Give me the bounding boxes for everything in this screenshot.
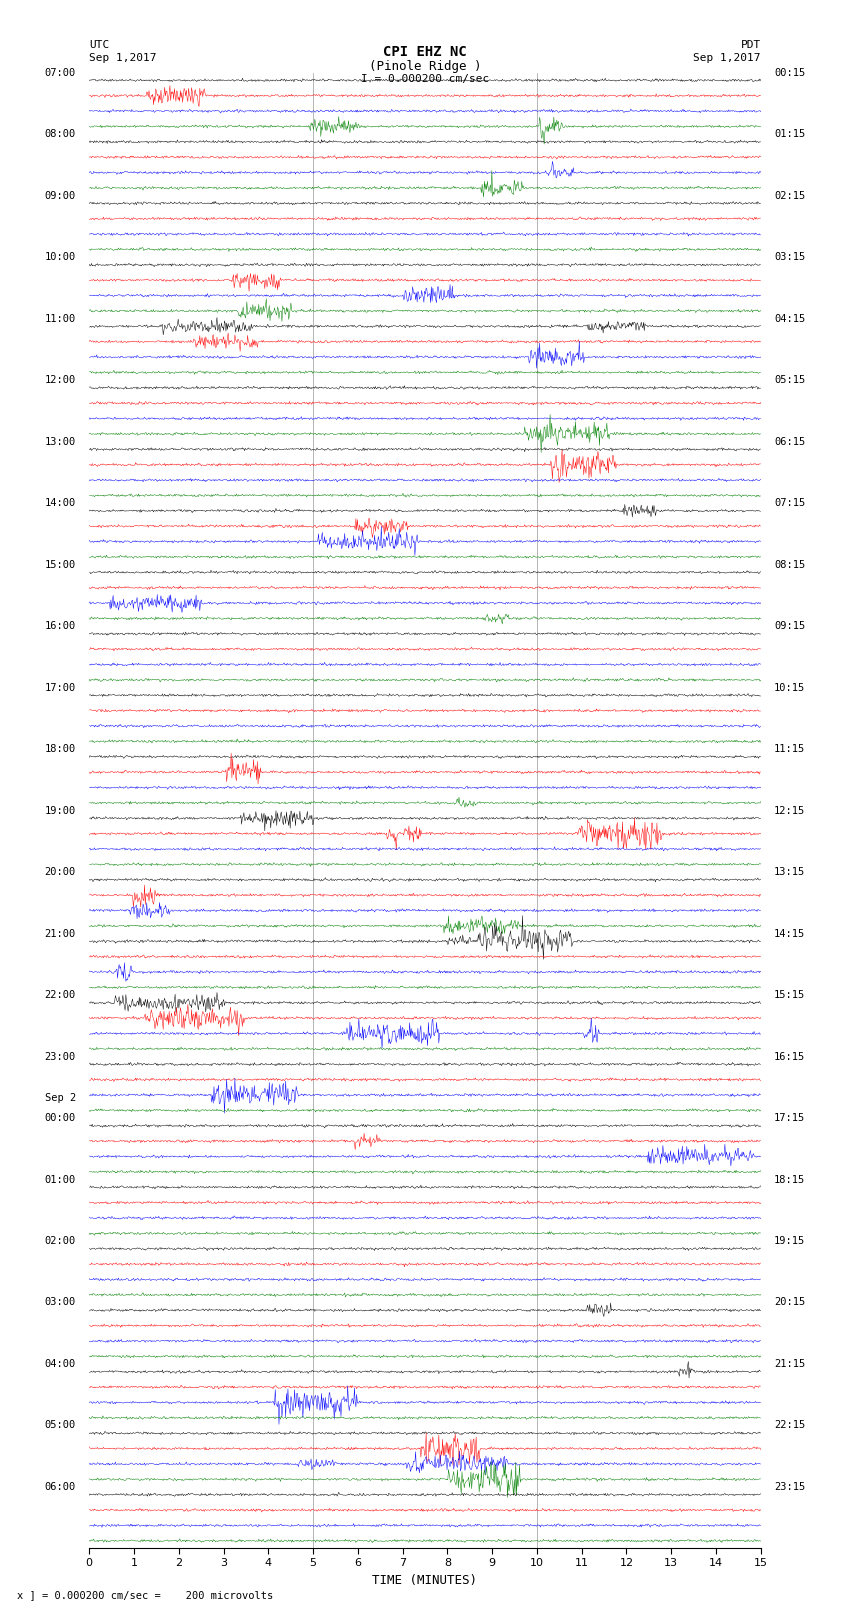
Text: 16:15: 16:15 [774,1052,806,1061]
Text: 04:15: 04:15 [774,313,806,324]
Text: 04:00: 04:00 [44,1360,76,1369]
Text: 03:15: 03:15 [774,252,806,261]
Text: 17:15: 17:15 [774,1113,806,1123]
Text: 06:15: 06:15 [774,437,806,447]
Text: 22:00: 22:00 [44,990,76,1000]
Text: Sep 2: Sep 2 [44,1092,76,1103]
Text: 03:00: 03:00 [44,1297,76,1308]
Text: 21:00: 21:00 [44,929,76,939]
Text: 07:00: 07:00 [44,68,76,77]
Text: 10:15: 10:15 [774,682,806,692]
Text: 14:15: 14:15 [774,929,806,939]
Text: 15:00: 15:00 [44,560,76,569]
Text: CPI EHZ NC: CPI EHZ NC [383,45,467,60]
Text: 11:15: 11:15 [774,744,806,753]
Text: 08:00: 08:00 [44,129,76,139]
X-axis label: TIME (MINUTES): TIME (MINUTES) [372,1574,478,1587]
Text: 20:00: 20:00 [44,868,76,877]
Text: (Pinole Ridge ): (Pinole Ridge ) [369,60,481,73]
Text: UTC: UTC [89,40,110,50]
Text: 08:15: 08:15 [774,560,806,569]
Text: 12:15: 12:15 [774,805,806,816]
Text: I = 0.000200 cm/sec: I = 0.000200 cm/sec [361,74,489,84]
Text: 06:00: 06:00 [44,1482,76,1492]
Text: 10:00: 10:00 [44,252,76,261]
Text: 02:00: 02:00 [44,1236,76,1245]
Text: Sep 1,2017: Sep 1,2017 [89,53,156,63]
Text: Sep 1,2017: Sep 1,2017 [694,53,761,63]
Text: 23:00: 23:00 [44,1052,76,1061]
Text: 09:00: 09:00 [44,190,76,200]
Text: 02:15: 02:15 [774,190,806,200]
Text: 14:00: 14:00 [44,498,76,508]
Text: 19:15: 19:15 [774,1236,806,1245]
Text: 15:15: 15:15 [774,990,806,1000]
Text: 20:15: 20:15 [774,1297,806,1308]
Text: 09:15: 09:15 [774,621,806,631]
Text: 05:15: 05:15 [774,376,806,386]
Text: 22:15: 22:15 [774,1421,806,1431]
Text: 01:00: 01:00 [44,1174,76,1184]
Text: 00:00: 00:00 [44,1113,76,1123]
Text: 07:15: 07:15 [774,498,806,508]
Text: 05:00: 05:00 [44,1421,76,1431]
Text: 01:15: 01:15 [774,129,806,139]
Text: 21:15: 21:15 [774,1360,806,1369]
Text: 13:00: 13:00 [44,437,76,447]
Text: x ] = 0.000200 cm/sec =    200 microvolts: x ] = 0.000200 cm/sec = 200 microvolts [17,1590,273,1600]
Text: 18:00: 18:00 [44,744,76,753]
Text: 17:00: 17:00 [44,682,76,692]
Text: 19:00: 19:00 [44,805,76,816]
Text: 13:15: 13:15 [774,868,806,877]
Text: 23:15: 23:15 [774,1482,806,1492]
Text: 11:00: 11:00 [44,313,76,324]
Text: PDT: PDT [740,40,761,50]
Text: 16:00: 16:00 [44,621,76,631]
Text: 18:15: 18:15 [774,1174,806,1184]
Text: 00:15: 00:15 [774,68,806,77]
Text: 12:00: 12:00 [44,376,76,386]
